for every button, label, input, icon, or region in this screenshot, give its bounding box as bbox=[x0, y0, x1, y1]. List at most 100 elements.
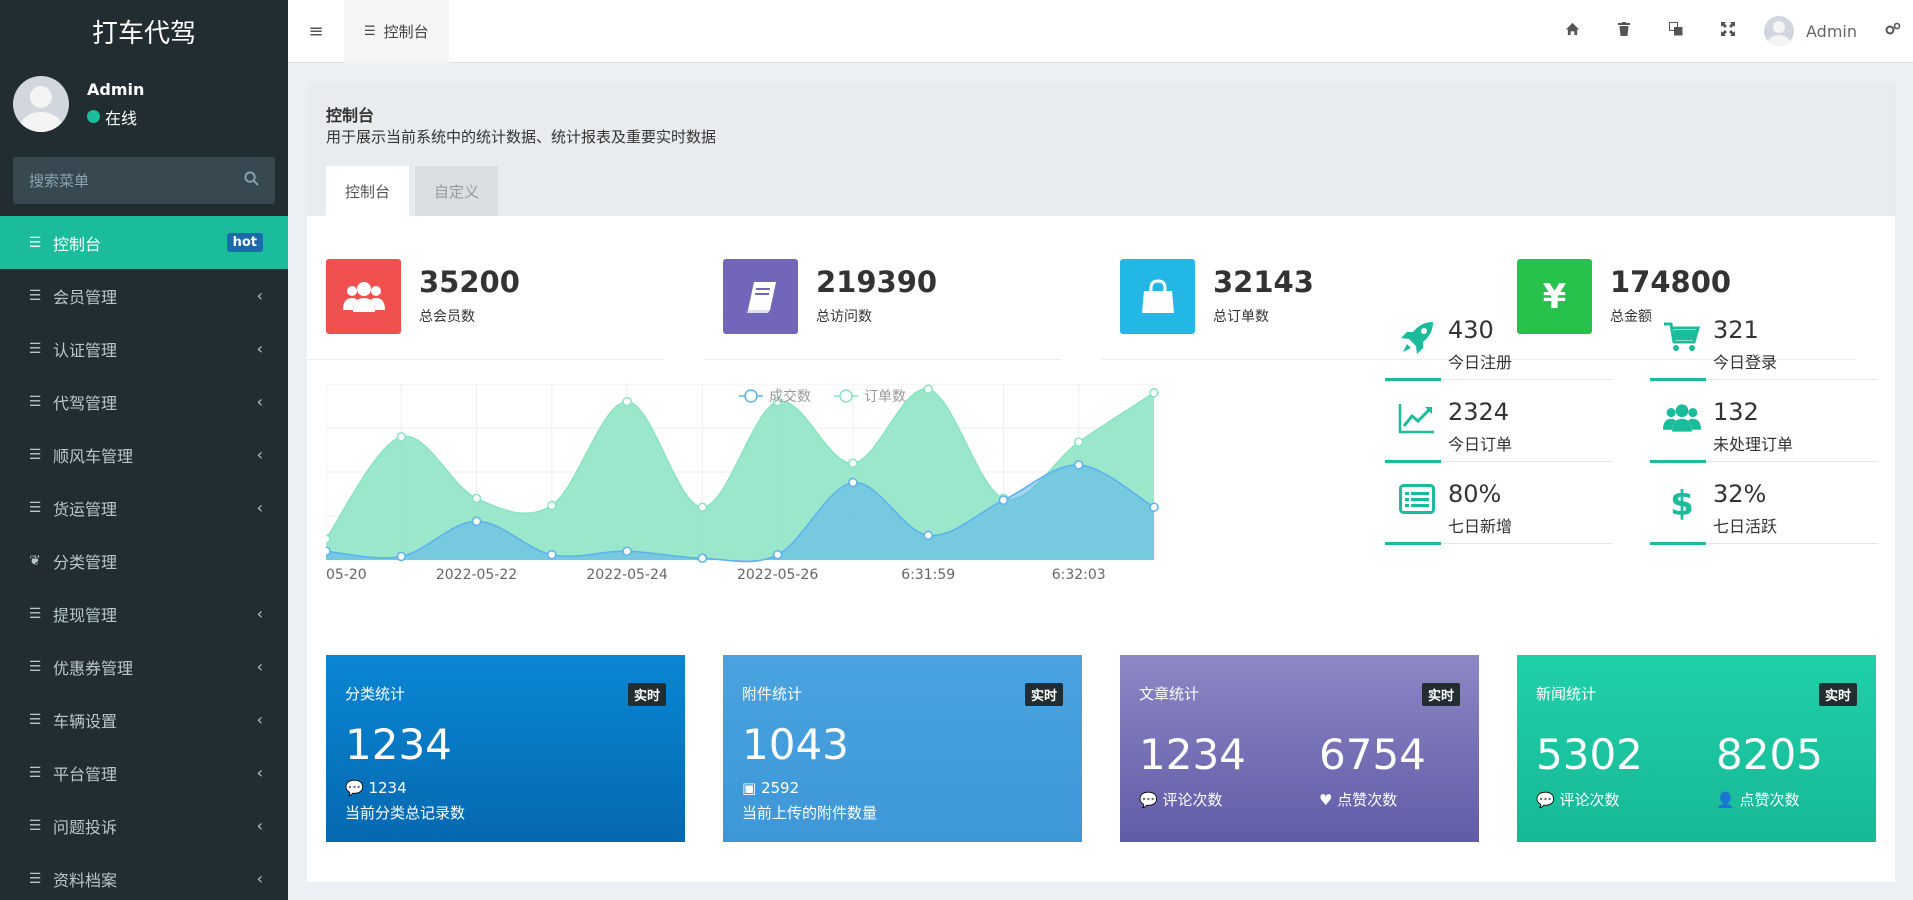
tab-custom[interactable]: 自定义 bbox=[415, 166, 499, 216]
sidebar-item-label: 问题投诉 bbox=[53, 817, 118, 837]
menu-search bbox=[13, 157, 275, 204]
x-tick-label: 6:32:03 bbox=[1052, 567, 1106, 583]
mini-stat-weekly-active: $ 32% 七日活跃 bbox=[1650, 474, 1878, 545]
hot-badge: hot bbox=[226, 233, 263, 252]
card-value: 1234 bbox=[345, 720, 452, 769]
leaf-icon: ❦ bbox=[29, 552, 41, 569]
brand-title[interactable]: 打车代驾 bbox=[0, 0, 288, 63]
list-icon: ☰ bbox=[28, 499, 42, 516]
card-comments: 1234 💬 评论次数 bbox=[1139, 730, 1246, 810]
sidebar-item-5[interactable]: ☰ 货运管理 ‹ bbox=[0, 481, 288, 534]
chevron-left-icon: ‹ bbox=[256, 392, 263, 411]
fullscreen-icon[interactable] bbox=[1702, 22, 1754, 40]
card-value: 5302 bbox=[1536, 730, 1643, 779]
home-icon[interactable] bbox=[1546, 22, 1598, 40]
sidebar-item-label: 控制台 bbox=[53, 234, 102, 254]
accent-bar bbox=[1650, 460, 1706, 463]
sidebar-item-3[interactable]: ☰ 代驾管理 ‹ bbox=[0, 375, 288, 428]
sidebar-item-8[interactable]: ☰ 优惠券管理 ‹ bbox=[0, 640, 288, 693]
chevron-left-icon: ‹ bbox=[256, 445, 263, 464]
sidebar-item-11[interactable]: ☰ 问题投诉 ‹ bbox=[0, 799, 288, 852]
user-name: Admin bbox=[87, 79, 145, 99]
sidebar-item-0[interactable]: ☰ 控制台 hot bbox=[0, 216, 288, 269]
sidebar-item-label: 货运管理 bbox=[53, 499, 118, 519]
mini-stat-register: 430 今日注册 bbox=[1385, 310, 1613, 381]
trash-icon[interactable] bbox=[1598, 22, 1650, 40]
sidebar-item-label: 顺风车管理 bbox=[53, 446, 134, 466]
legend-marker bbox=[744, 389, 758, 403]
sidebar-item-7[interactable]: ☰ 提现管理 ‹ bbox=[0, 587, 288, 640]
sidebar-item-4[interactable]: ☰ 顺风车管理 ‹ bbox=[0, 428, 288, 481]
data-point bbox=[471, 516, 482, 527]
stat-value: 35200 bbox=[419, 265, 520, 299]
settings-icon[interactable] bbox=[1873, 22, 1913, 40]
tab-dashboard[interactable]: ☰ 控制台 bbox=[344, 0, 449, 63]
sidebar-item-label: 优惠券管理 bbox=[53, 658, 134, 678]
card-category-stats[interactable]: 分类统计 实时 1234 💬 1234 当前分类总记录数 bbox=[326, 655, 685, 842]
data-point bbox=[848, 477, 858, 488]
series-area-1 bbox=[326, 388, 1154, 560]
card-title: 附件统计 bbox=[742, 685, 803, 703]
sidebar-item-2[interactable]: ☰ 认证管理 ‹ bbox=[0, 322, 288, 375]
card-attachment-stats[interactable]: 附件统计 实时 1043 ▣ 2592 当前上传的附件数量 bbox=[723, 655, 1082, 842]
menu-search-input[interactable] bbox=[29, 171, 229, 190]
comment-icon: 💬 bbox=[1139, 791, 1158, 809]
sidebar-item-label: 会员管理 bbox=[53, 287, 118, 307]
list-icon: ☰ bbox=[28, 446, 42, 463]
content-header: 控制台 用于展示当前系统中的统计数据、统计报表及重要实时数据 控制台 自定义 bbox=[307, 82, 1895, 216]
card-desc: 当前上传的附件数量 bbox=[742, 804, 878, 822]
sidebar-item-1[interactable]: ☰ 会员管理 ‹ bbox=[0, 269, 288, 322]
user-panel: Admin 在线 bbox=[0, 63, 288, 145]
content-tabs: 控制台 自定义 bbox=[326, 166, 504, 216]
search-icon[interactable] bbox=[244, 171, 259, 190]
list-icon: ☰ bbox=[28, 817, 42, 834]
list-icon: ☰ bbox=[28, 658, 42, 675]
data-point bbox=[772, 396, 783, 407]
card-likes: 6754 ♥ 点赞次数 bbox=[1319, 730, 1426, 810]
mini-stat-label: 今日登录 bbox=[1713, 353, 1778, 372]
card-value: 8205 bbox=[1716, 730, 1823, 779]
legend-item-0[interactable]: 成交数 bbox=[739, 388, 811, 405]
stat-value: 32143 bbox=[1213, 265, 1314, 299]
menu-toggle-icon[interactable]: ≡ bbox=[308, 20, 324, 42]
mini-stat-pending: 132 未处理订单 bbox=[1650, 392, 1878, 463]
translate-icon[interactable] bbox=[1650, 22, 1702, 40]
data-point bbox=[622, 396, 632, 407]
card-sub-value: 1234 bbox=[368, 779, 407, 797]
sidebar-item-9[interactable]: ☰ 车辆设置 ‹ bbox=[0, 693, 288, 746]
data-point bbox=[998, 495, 1009, 505]
mini-stat-value: 430 bbox=[1448, 316, 1494, 344]
comment-icon: 💬 bbox=[345, 779, 364, 797]
card-article-stats[interactable]: 文章统计 实时 1234 💬 评论次数 6754 ♥ 点赞次数 bbox=[1120, 655, 1479, 842]
legend-label: 成交数 bbox=[769, 388, 811, 405]
online-dot-icon bbox=[87, 110, 100, 123]
chevron-left-icon: ‹ bbox=[256, 710, 263, 729]
stat-value: 174800 bbox=[1610, 265, 1732, 299]
sidebar-item-12[interactable]: ☰ 资料档案 ‹ bbox=[0, 852, 288, 900]
mini-stat-weekly-new: 80% 七日新增 bbox=[1385, 474, 1613, 545]
sidebar: 打车代驾 Admin 在线 ☰控制台hot☰会员管理‹☰认证管理‹☰代驾管理‹☰… bbox=[0, 0, 288, 900]
card-label: 点赞次数 bbox=[1337, 791, 1398, 809]
series-area-0 bbox=[326, 464, 1154, 562]
data-point bbox=[321, 546, 331, 556]
chevron-left-icon: ‹ bbox=[256, 763, 263, 782]
tab-console[interactable]: 控制台 bbox=[326, 166, 410, 216]
data-point bbox=[848, 458, 858, 468]
cart-icon bbox=[1662, 320, 1702, 360]
chevron-left-icon: ‹ bbox=[256, 604, 263, 623]
mini-stat-value: 321 bbox=[1713, 316, 1759, 344]
shopping-bag-icon bbox=[1120, 259, 1195, 334]
legend-item-1[interactable]: 订单数 bbox=[834, 389, 906, 405]
card-news-stats[interactable]: 新闻统计 实时 5302 💬 评论次数 8205 👤 点赞次数 bbox=[1517, 655, 1876, 842]
orders-area-chart[interactable]: 05-20 2022-05-22 2022-05-24 2022-05-26 6:31:… bbox=[321, 383, 1336, 614]
top-user-menu[interactable]: Admin bbox=[1754, 16, 1873, 46]
page-description: 用于展示当前系统中的统计数据、统计报表及重要实时数据 bbox=[326, 128, 717, 146]
sidebar-menu: ☰ 控制台 hot ☰ 会员管理 ‹ ☰ 认证管理 ‹ ☰ 代驾管理 ‹ ☰ 顺风车管理 ‹ ☰ 货运管理 ‹ ❦ 分… bbox=[0, 216, 288, 900]
mini-stat-value: 80% bbox=[1448, 480, 1502, 508]
sidebar-item-10[interactable]: ☰ 平台管理 ‹ bbox=[0, 746, 288, 799]
mini-stat-value: 132 bbox=[1713, 398, 1759, 426]
sidebar-item-label: 代驾管理 bbox=[53, 393, 118, 413]
sidebar-item-6[interactable]: ❦ 分类管理 bbox=[0, 534, 288, 587]
card-desc: 当前分类总记录数 bbox=[345, 804, 466, 822]
chevron-left-icon: ‹ bbox=[256, 339, 263, 358]
